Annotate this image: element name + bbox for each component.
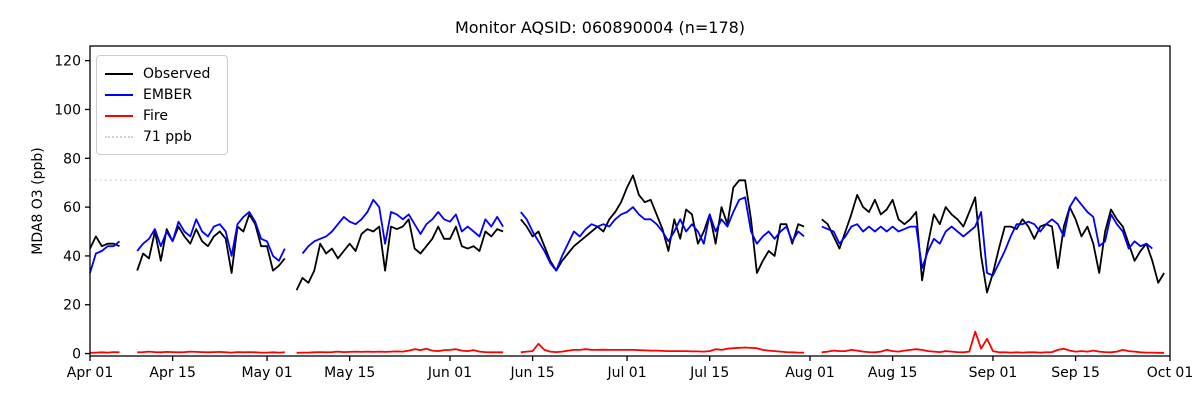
legend-label-fire: Fire bbox=[143, 107, 168, 124]
legend: Observed EMBER Fire 71 ppb bbox=[96, 55, 228, 155]
observed-line bbox=[89, 174, 1165, 294]
chart-title: Monitor AQSID: 060890004 (n=178) bbox=[454, 18, 746, 37]
y-tick-label: 20 bbox=[63, 298, 81, 314]
y-tick-label: 40 bbox=[63, 249, 81, 265]
ember-line bbox=[89, 196, 1153, 277]
x-tick-label: Aug 15 bbox=[868, 365, 918, 381]
x-tick-label: Jul 01 bbox=[606, 365, 646, 381]
x-tick-label: Oct 01 bbox=[1147, 365, 1193, 381]
legend-label-ember: EMBER bbox=[143, 86, 193, 103]
axes-border bbox=[89, 45, 1171, 357]
x-tick-label: Aug 01 bbox=[785, 365, 835, 381]
x-tick-label: Sep 01 bbox=[969, 365, 1018, 381]
x-tick-label: Jun 01 bbox=[427, 365, 472, 381]
x-tick-label: Apr 01 bbox=[67, 365, 113, 381]
ember-line-swatch-icon bbox=[105, 93, 133, 96]
x-tick-label: Jul 15 bbox=[689, 365, 729, 381]
y-tick-label: 60 bbox=[63, 200, 81, 216]
fire-line bbox=[89, 330, 1165, 354]
observed-line-swatch-icon bbox=[105, 72, 133, 75]
x-tick-label: Jun 15 bbox=[510, 365, 555, 381]
y-tick-label: 100 bbox=[54, 102, 81, 118]
legend-label-threshold: 71 ppb bbox=[143, 128, 192, 145]
x-tick-label: May 01 bbox=[241, 365, 292, 381]
x-tick-label: May 15 bbox=[324, 365, 375, 381]
x-tick-label: Sep 15 bbox=[1051, 365, 1100, 381]
y-tick-label: 120 bbox=[54, 54, 81, 70]
x-tick-label: Apr 15 bbox=[149, 365, 195, 381]
legend-item-observed: Observed bbox=[105, 63, 217, 84]
threshold-line-swatch-icon bbox=[105, 135, 133, 138]
legend-label-observed: Observed bbox=[143, 65, 211, 82]
y-tick-label: 80 bbox=[63, 151, 81, 167]
legend-item-ember: EMBER bbox=[105, 84, 217, 105]
fire-line-swatch-icon bbox=[105, 114, 133, 117]
legend-item-threshold: 71 ppb bbox=[105, 126, 217, 147]
legend-item-fire: Fire bbox=[105, 105, 217, 126]
y-tick-label: 0 bbox=[72, 347, 81, 363]
